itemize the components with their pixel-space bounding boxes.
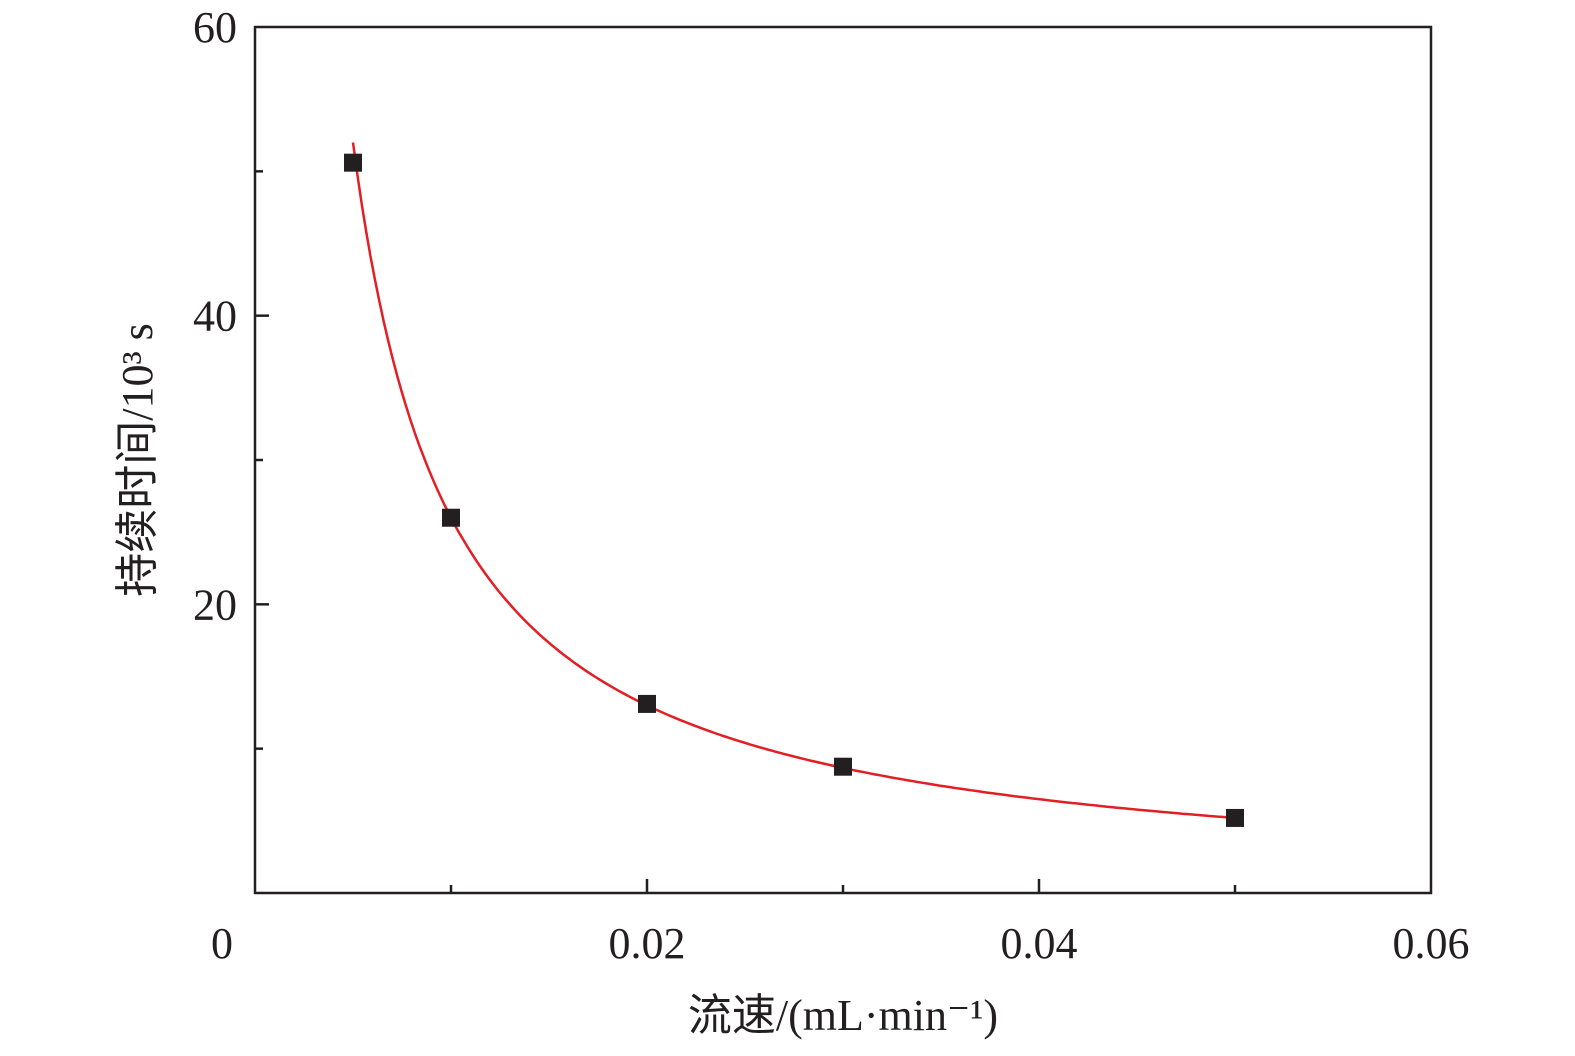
x-tick-label: 0.04 <box>1001 919 1078 968</box>
x-tick-label: 0 <box>211 919 233 968</box>
x-tick-label: 0.06 <box>1393 919 1470 968</box>
ticks <box>255 170 1237 893</box>
y-tick-label: 20 <box>193 580 237 629</box>
data-points <box>344 153 1244 827</box>
y-tick-label: 40 <box>193 292 237 341</box>
y-tick-label: 60 <box>193 3 237 52</box>
data-point <box>1226 808 1244 827</box>
data-point <box>638 694 656 713</box>
x-axis-label: 流速/(mL·min⁻¹) <box>688 991 998 1040</box>
data-point <box>442 508 460 527</box>
data-point <box>834 757 852 776</box>
tick-labels: 0 0.02 0.04 0.06 20 40 60 <box>193 3 1470 968</box>
fit-curve <box>351 142 1236 820</box>
x-tick-label: 0.02 <box>609 919 686 968</box>
data-point <box>344 153 362 172</box>
y-axis-label: 持续时间/10³ s <box>113 323 162 597</box>
